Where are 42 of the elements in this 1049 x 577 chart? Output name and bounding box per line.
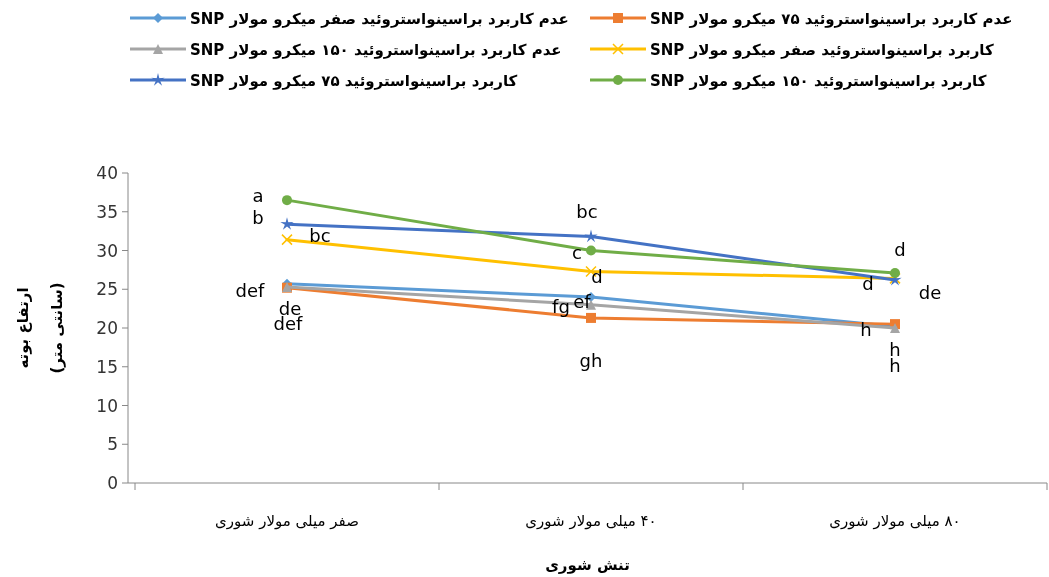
legend-label: عدم کاربرد براسینواستروئید ۷۵ میکرو مولار SNP (650, 10, 1013, 28)
y-tick-label: 40 (96, 163, 118, 183)
y-tick-label: 35 (96, 201, 118, 222)
annotation: def (235, 279, 266, 301)
annotation: d (894, 238, 906, 260)
annotation: c (572, 241, 582, 263)
annotation: d (862, 273, 874, 295)
annotation: b (252, 207, 264, 229)
point (890, 267, 900, 278)
y-tick-label: 20 (96, 318, 118, 338)
y-tick-label: 0 (107, 473, 118, 493)
point (282, 195, 292, 206)
x-tick-label: ۴۰ میلی مولار شوری (525, 512, 657, 530)
annotation: h (889, 355, 901, 376)
annotation: fg (552, 295, 570, 317)
y-tick-label: 30 (96, 240, 118, 261)
point (586, 245, 596, 256)
annotation: h (860, 319, 872, 341)
y-tick-label: 5 (107, 434, 118, 455)
legend-label: کاربرد براسینواستروئید ۱۵۰ میکرو مولار SNP (650, 72, 987, 90)
legend-label: عدم کاربرد براسینواستروئید ۱۵۰ میکرو مولار SNP (190, 41, 562, 59)
legend-label: کاربرد براسینواستروئید صفر میکرو مولار SNP (650, 41, 994, 59)
annotation: a (252, 185, 264, 207)
legend-label: کاربرد براسینواستروئید ۷۵ میکرو مولار SNP (190, 72, 518, 90)
x-tick-label: صفر میلی مولار شوری (215, 512, 359, 530)
y-tick-label: 25 (96, 279, 118, 300)
annotation: bc (576, 200, 598, 222)
annotation: ef (573, 291, 592, 312)
y-tick-label: 10 (96, 395, 118, 416)
legend-label: عدم کاربرد براسینواستروئید صفر میکرو مولار SNP (190, 10, 569, 28)
x-tick-label: ۸۰ میلی مولار شوری (829, 512, 961, 530)
point (584, 229, 598, 243)
annotation: de (918, 281, 942, 303)
point (281, 233, 293, 246)
y-tick-label: 15 (96, 356, 118, 377)
annotation: gh (579, 349, 603, 371)
point (280, 217, 294, 230)
annotation: d (591, 266, 603, 288)
annotation: bc (309, 224, 331, 246)
point (586, 312, 596, 323)
x-axis-title: تنش شوری (545, 556, 630, 574)
y-axis-title: ارتفاع بوته (سانتی متر) (14, 282, 66, 374)
